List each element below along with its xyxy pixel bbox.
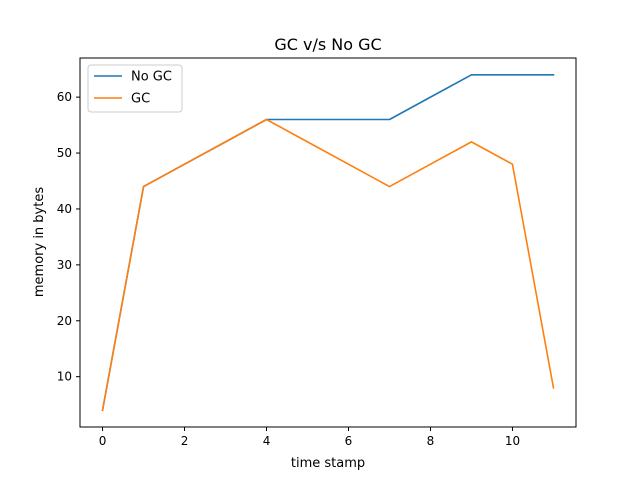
y-tick-label: 50 <box>57 146 72 160</box>
y-axis-label: memory in bytes <box>32 187 47 297</box>
x-tick-label: 0 <box>99 434 107 448</box>
axes-frame <box>79 57 577 428</box>
x-tick-label: 10 <box>505 434 520 448</box>
x-tick-label: 8 <box>427 434 435 448</box>
y-tick-label: 40 <box>57 202 72 216</box>
series-line-no-gc <box>101 73 555 412</box>
x-tick-label: 6 <box>345 434 353 448</box>
series-line-gc <box>101 118 555 412</box>
series-layer <box>101 73 555 412</box>
x-tick-label: 4 <box>263 434 271 448</box>
y-tick-label: 20 <box>57 314 72 328</box>
x-axis-label: time stamp <box>291 456 365 471</box>
legend: No GC GC <box>87 64 183 113</box>
chart-title: GC v/s No GC <box>274 35 381 54</box>
plot-area <box>79 57 577 428</box>
legend-label: No GC <box>131 70 172 85</box>
y-axis: 10 20 30 40 50 60 <box>57 90 80 384</box>
legend-label: GC <box>131 92 150 107</box>
y-tick-label: 30 <box>57 258 72 272</box>
y-tick-label: 10 <box>57 370 72 384</box>
x-tick-label: 2 <box>181 434 189 448</box>
y-tick-label: 60 <box>57 90 72 104</box>
x-axis: 0 2 4 6 8 10 <box>99 427 520 448</box>
